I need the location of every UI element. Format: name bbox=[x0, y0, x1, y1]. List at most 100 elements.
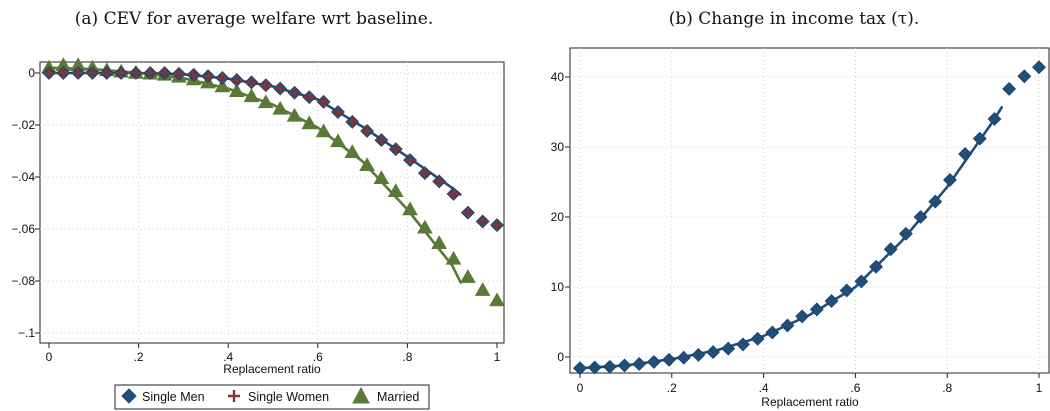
chart-a-y-tick-label: −.02 bbox=[11, 118, 35, 132]
chart-a-point-triangle bbox=[431, 235, 448, 250]
chart-a-point-triangle bbox=[359, 157, 375, 172]
chart-b-x-tick-label: 0 bbox=[577, 381, 584, 395]
chart-b-point-diamond bbox=[765, 325, 780, 340]
chart-b-point-diamond bbox=[721, 341, 736, 356]
chart-b-plot-frame bbox=[569, 47, 1050, 374]
chart-a-point-plus bbox=[57, 67, 69, 79]
chart-b-point-diamond bbox=[943, 172, 957, 187]
chart-a-point-triangle bbox=[330, 133, 346, 148]
panel-b-title: (b) Change in income tax (τ). bbox=[669, 9, 919, 29]
chart-b-fit-line-0 bbox=[579, 105, 1004, 370]
chart-a-point-triangle bbox=[387, 183, 404, 198]
legend-marker-single-men bbox=[121, 388, 137, 404]
chart-a-point-plus bbox=[491, 219, 503, 231]
chart-a-point-plus bbox=[361, 125, 373, 137]
chart-a-ticks: 0 .2 .4 .6 .8 1 0 −.02 −.04 −.06 −.08 −.1 bbox=[11, 66, 500, 364]
chart-b-point-diamond bbox=[898, 226, 913, 241]
chart-a-x-tick-label: 1 bbox=[494, 350, 501, 364]
chart-b-fit-lines bbox=[579, 105, 1004, 370]
chart-a-point-plus bbox=[346, 116, 358, 128]
legend-box bbox=[114, 384, 430, 410]
chart-b-point-diamond bbox=[602, 359, 617, 374]
chart-b-point-diamond bbox=[824, 294, 839, 308]
chart-a-x-tick-label: .8 bbox=[402, 350, 412, 364]
chart-b-y-tick-label: 40 bbox=[551, 70, 565, 84]
chart-b-point-diamond bbox=[617, 358, 632, 373]
chart-a-point-triangle bbox=[489, 292, 505, 307]
chart-a-x-tick-label: 0 bbox=[46, 350, 53, 364]
legend: Single Men Single Women Married bbox=[114, 384, 430, 410]
chart-a-point-plus bbox=[72, 67, 84, 79]
chart-b-point-diamond bbox=[780, 318, 795, 333]
chart-a-x-tick-label: .2 bbox=[134, 350, 144, 364]
chart-b-y-tick-label: 0 bbox=[557, 350, 564, 364]
chart-a-point-triangle bbox=[474, 282, 491, 296]
chart-b-y-tick-label: 20 bbox=[551, 210, 565, 224]
chart-b-point-diamond bbox=[1032, 60, 1046, 75]
chart-a-point-plus bbox=[274, 83, 286, 95]
chart-a-point-plus bbox=[390, 143, 402, 155]
chart-a-points bbox=[41, 57, 505, 307]
chart-a-point-plus bbox=[318, 96, 330, 108]
chart-b-point-diamond bbox=[883, 242, 898, 257]
chart-b-point-diamond bbox=[958, 147, 973, 161]
chart-b-x-tick-label: .4 bbox=[759, 381, 769, 395]
chart-a-y-tick-label: −.06 bbox=[11, 222, 35, 236]
chart-a-point-plus bbox=[115, 67, 127, 79]
chart-a-gridlines bbox=[40, 62, 504, 343]
chart-b-point-diamond bbox=[972, 131, 987, 146]
legend-marker-married bbox=[352, 386, 370, 404]
chart-a-point-plus bbox=[245, 76, 257, 88]
chart-b-points bbox=[573, 60, 1046, 376]
chart-a-point-triangle bbox=[257, 94, 274, 109]
chart-b-point-diamond bbox=[587, 360, 602, 375]
chart-b-point-diamond bbox=[869, 259, 883, 274]
chart-a-point-triangle bbox=[402, 201, 418, 216]
chart-a-y-tick-label: −.04 bbox=[11, 170, 35, 184]
chart-a-point-triangle bbox=[272, 100, 289, 115]
panel-a-title: (a) CEV for average welfare wrt baseline… bbox=[75, 9, 433, 29]
chart-b-point-diamond bbox=[1017, 69, 1032, 84]
chart-a-point-triangle bbox=[315, 123, 332, 138]
chart-a-point-triangle bbox=[286, 107, 303, 122]
chart-b-x-tick-label: 1 bbox=[1036, 381, 1043, 395]
chart-a-point-plus bbox=[477, 215, 489, 227]
legend-label-married: Married bbox=[377, 390, 419, 404]
chart-b-x-axis-title: Replacement ratio bbox=[761, 395, 859, 409]
chart-b-point-diamond bbox=[750, 331, 765, 346]
chart-b-y-tick-label: 30 bbox=[551, 140, 565, 154]
chart-b-point-diamond bbox=[632, 357, 647, 371]
chart-a-point-triangle bbox=[243, 88, 260, 103]
chart-a-point-plus bbox=[419, 167, 431, 179]
chart-a-point-plus bbox=[231, 74, 243, 86]
chart-b-point-diamond bbox=[676, 350, 691, 365]
chart-a-y-tick-label: −.1 bbox=[18, 326, 35, 340]
chart-a-point-plus bbox=[159, 67, 171, 79]
chart-a-point-plus bbox=[188, 69, 200, 81]
chart-a-y-tick-label: 0 bbox=[28, 66, 35, 80]
chart-b-point-diamond bbox=[646, 354, 661, 369]
chart-a-point-plus bbox=[433, 175, 445, 187]
chart-a-point-plus bbox=[43, 67, 55, 79]
chart-a-point-plus bbox=[260, 79, 272, 91]
chart-a-point-triangle bbox=[344, 144, 361, 159]
chart-a-point-plus bbox=[202, 70, 214, 82]
chart-a-point-plus bbox=[289, 87, 301, 99]
chart-a: 0 .2 .4 .6 .8 1 0 −.02 −.04 −.06 −.08 −.1 Replaceme… bbox=[11, 57, 505, 376]
chart-a-point-plus bbox=[404, 154, 416, 166]
chart-b-point-diamond bbox=[795, 309, 810, 324]
chart-b-point-diamond bbox=[928, 194, 943, 209]
chart-a-point-triangle bbox=[301, 115, 318, 130]
chart-b-point-diamond bbox=[573, 361, 587, 376]
chart-b-point-diamond bbox=[736, 337, 750, 352]
chart-a-point-plus bbox=[144, 67, 156, 79]
chart-b-point-diamond bbox=[987, 112, 1002, 126]
chart-a-point-triangle bbox=[445, 250, 462, 265]
chart-a-point-triangle bbox=[417, 219, 433, 234]
chart-a-point-plus bbox=[173, 68, 185, 80]
chart-b-gridlines bbox=[570, 48, 1049, 373]
chart-b-point-diamond bbox=[913, 210, 928, 224]
chart-a-point-triangle bbox=[460, 269, 476, 283]
